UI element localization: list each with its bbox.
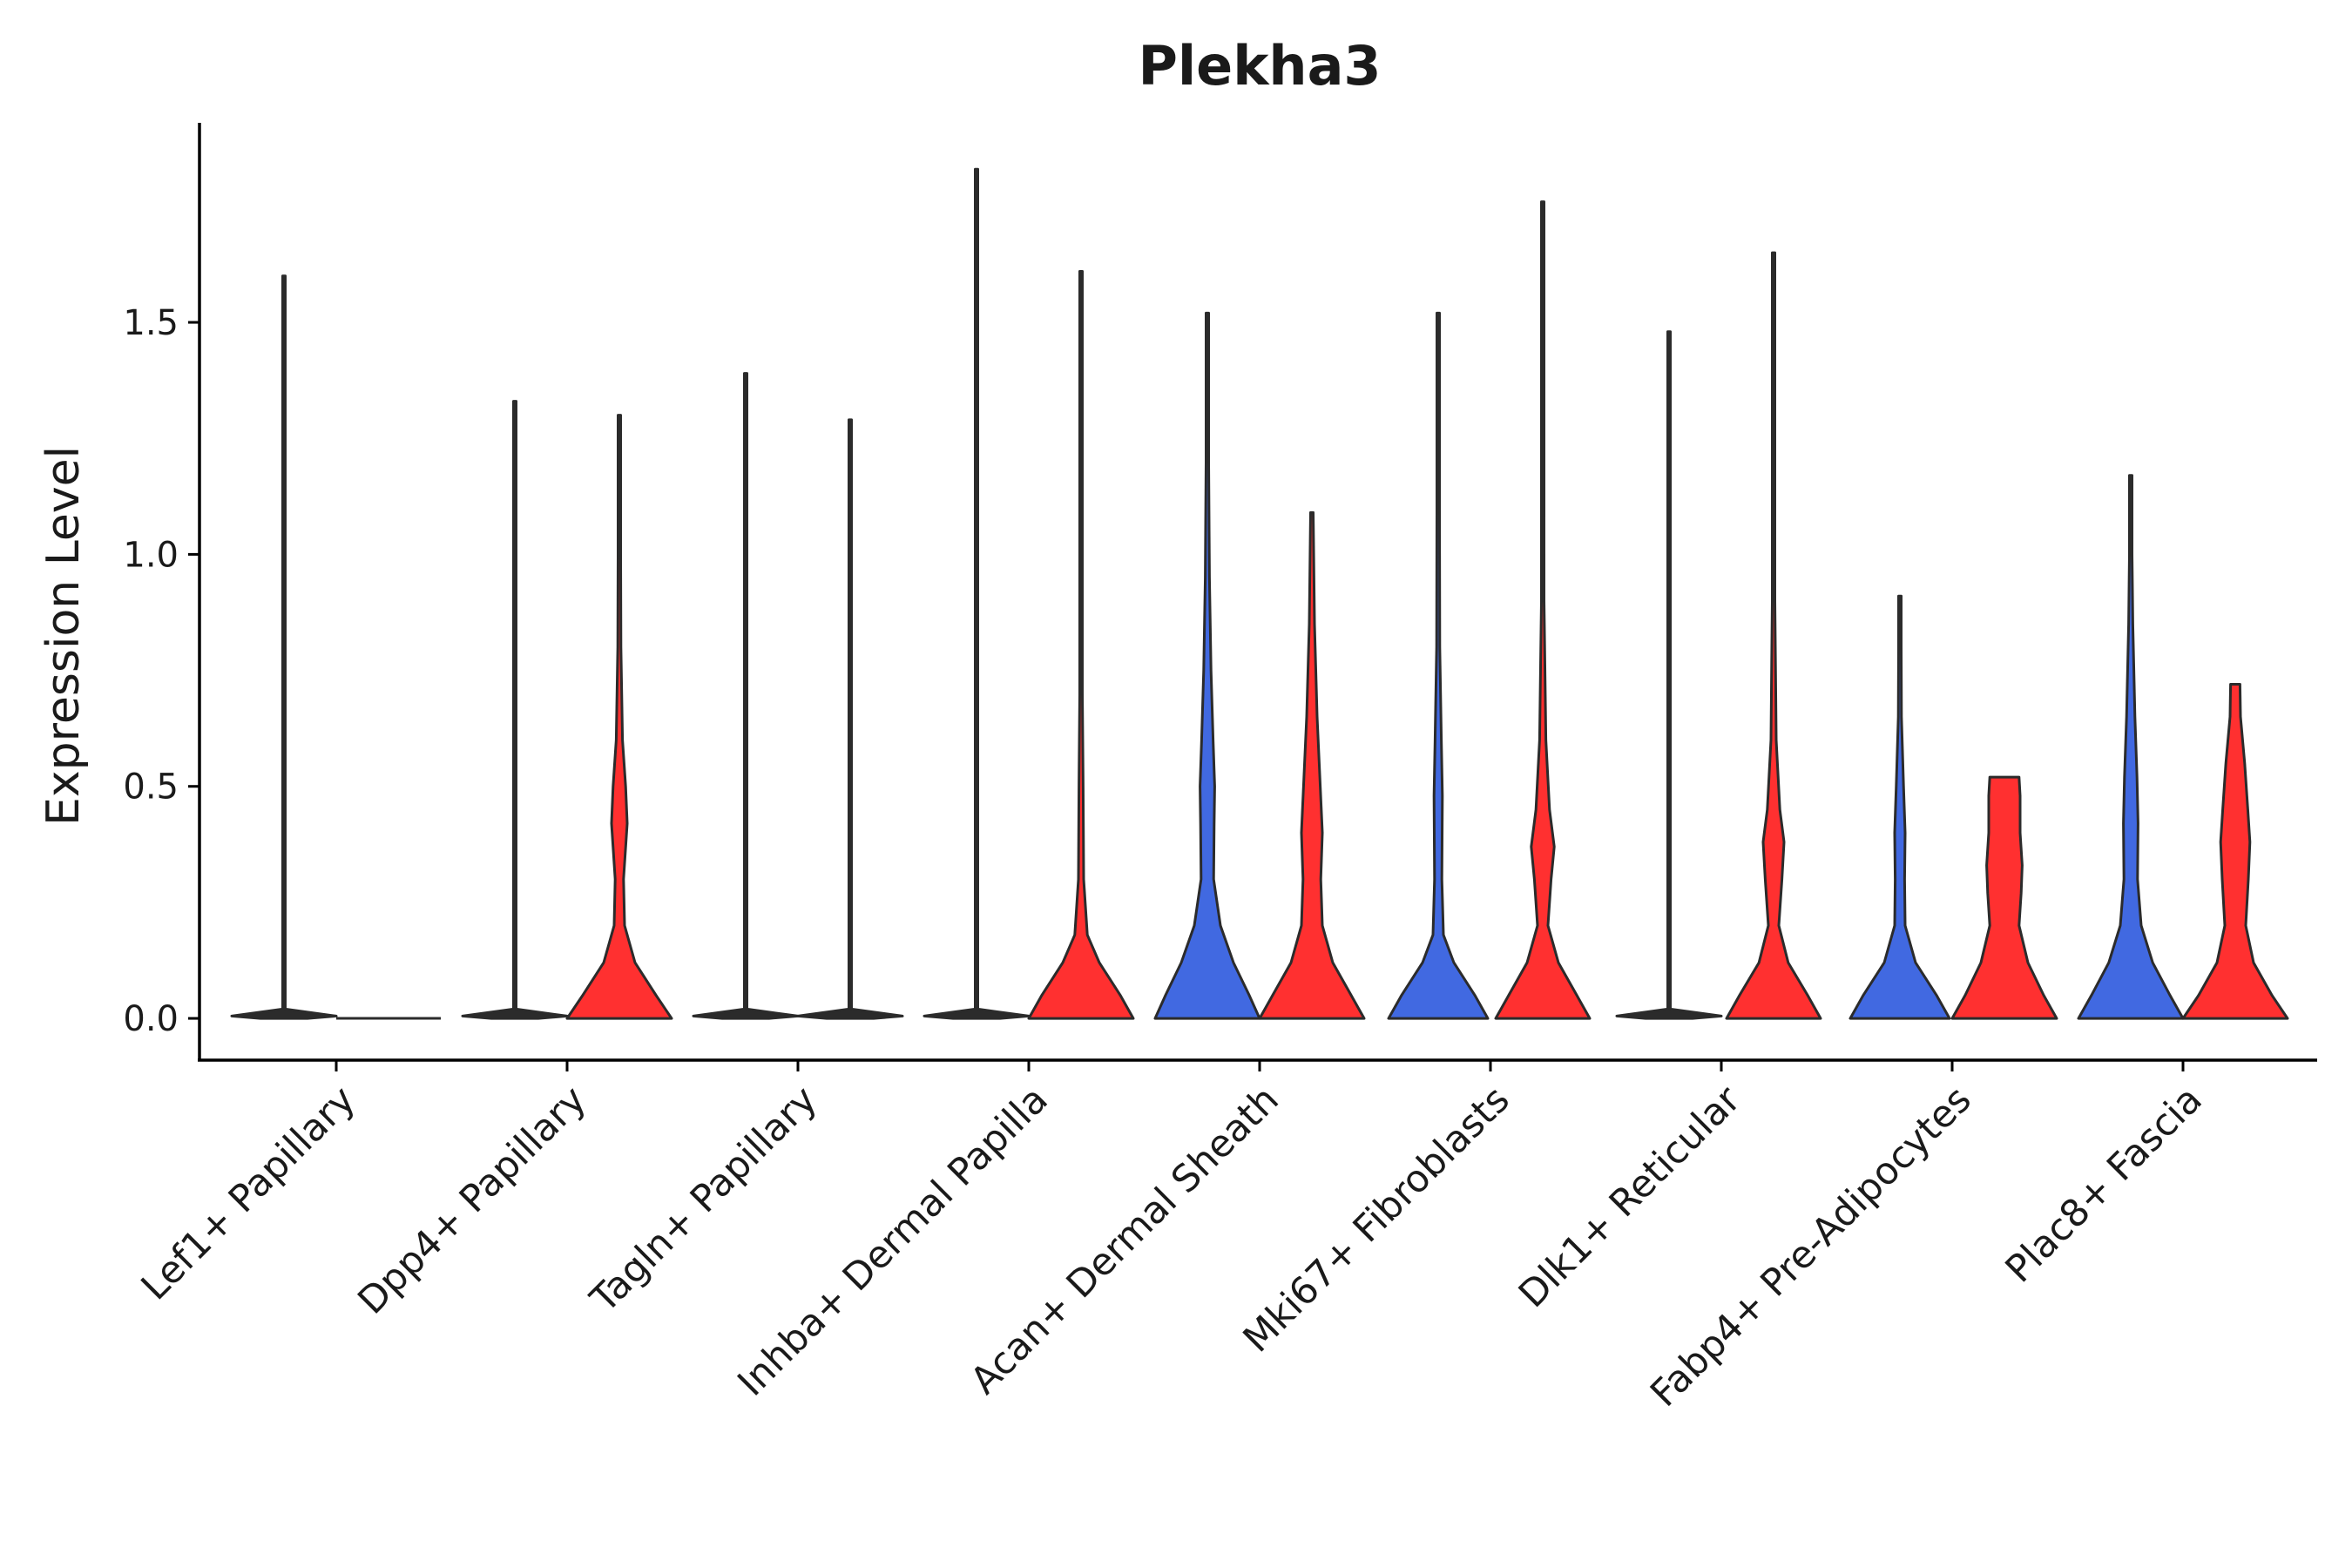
- y-axis-ticks: 0.0 0.5 1.0 1.5: [123, 303, 199, 1039]
- violin-2: [2181, 683, 2289, 1020]
- x-tick-label: Plac8+ Fascia: [1997, 1078, 2211, 1291]
- violins: [230, 167, 2289, 1020]
- violin-1: [461, 400, 569, 1020]
- violin-2: [1494, 200, 1592, 1020]
- violin-1: [1153, 311, 1261, 1020]
- violin-1: [923, 167, 1031, 1020]
- violin-1: [1615, 330, 1723, 1020]
- violin-2: [565, 414, 673, 1020]
- x-tick-label: Dlk1+ Reticular: [1511, 1078, 1749, 1316]
- y-tick-label: 0.0: [123, 999, 179, 1039]
- x-tick-label: Tagln+ Papillary: [582, 1078, 826, 1321]
- chart-title: Plekha3: [1138, 34, 1381, 98]
- y-tick-label: 0.5: [123, 767, 179, 808]
- y-axis-label: Expression Level: [37, 446, 90, 826]
- violin-1: [2077, 474, 2185, 1020]
- violin-1: [1387, 311, 1490, 1020]
- violin-2: [1258, 510, 1366, 1020]
- violin-1: [692, 372, 800, 1020]
- x-tick-label: Mki67+ Fibroblasts: [1235, 1078, 1518, 1361]
- y-tick-label: 1.5: [123, 303, 179, 343]
- violin-2: [796, 418, 904, 1020]
- x-tick-label: Dpp4+ Papillary: [350, 1078, 595, 1322]
- y-tick-label: 1.0: [123, 535, 179, 575]
- violin-2: [1027, 270, 1135, 1020]
- violin-2: [1950, 775, 2058, 1020]
- violin-1: [230, 274, 338, 1020]
- violin-1: [1848, 594, 1951, 1020]
- x-tick-label: Lef1+ Papillary: [133, 1078, 364, 1308]
- violin-2: [1725, 251, 1822, 1020]
